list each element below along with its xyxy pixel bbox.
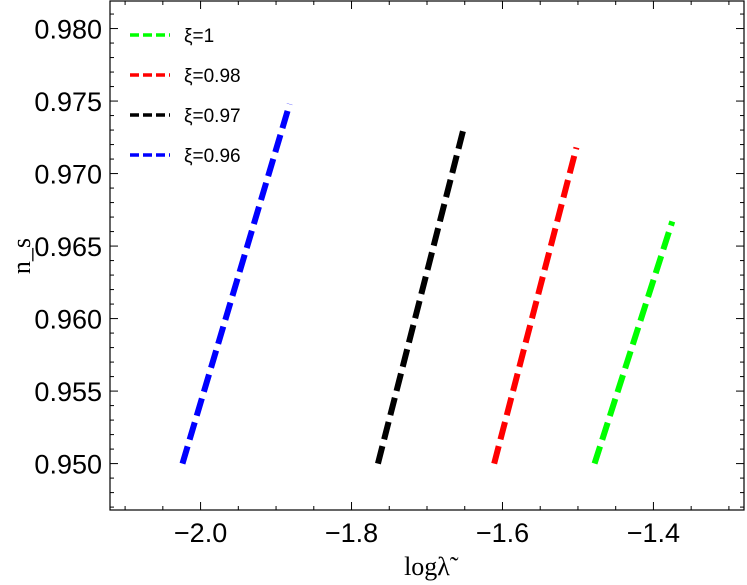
- y-tick-label: 0.975: [34, 87, 102, 117]
- series-line: [179, 103, 293, 465]
- series-line: [491, 146, 580, 465]
- legend-label: ξ=0.97: [184, 106, 241, 127]
- y-axis-label: n_s: [7, 238, 36, 274]
- x-tick-label: −1.6: [476, 518, 529, 548]
- legend: ξ=1 ξ=0.98 ξ=0.97 ξ=0.96: [130, 26, 241, 167]
- x-tick-label: −1.8: [325, 518, 378, 548]
- x-axis-label: logλ̃: [404, 552, 459, 581]
- series-line: [375, 126, 467, 465]
- series-line: [591, 220, 676, 465]
- y-tick-label: 0.965: [34, 232, 102, 262]
- x-tick-label: −2.0: [174, 518, 227, 548]
- y-tick-label: 0.960: [34, 305, 102, 335]
- y-tick-label: 0.955: [34, 377, 102, 407]
- x-tick-label: −1.4: [627, 518, 680, 548]
- series-layer: [179, 103, 676, 465]
- legend-label: ξ=1: [184, 26, 214, 47]
- x-axis-ticks: −2.0 −1.8 −1.6 −1.4: [124, 1, 730, 548]
- legend-label: ξ=0.98: [184, 66, 241, 87]
- y-tick-label: 0.970: [34, 160, 102, 190]
- y-tick-label: 0.980: [34, 15, 102, 45]
- y-tick-label: 0.950: [34, 450, 102, 480]
- legend-label: ξ=0.96: [184, 146, 241, 167]
- y-axis-ticks: 0.950 0.955 0.960 0.965 0.970 0.975 0.980: [34, 13, 744, 508]
